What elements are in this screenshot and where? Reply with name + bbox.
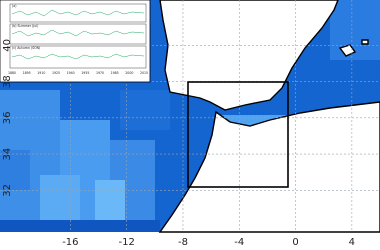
panel-label: (a) [12, 4, 16, 8]
y-tick-label: 40 [2, 39, 13, 52]
inset-x-tick-label: 1970 [96, 71, 104, 75]
inset: (a) (b) Summer (Jul) (c) Autumn (SON) 18… [0, 0, 151, 83]
y-tick-label: 38 [2, 75, 13, 88]
inset-x-tick-label: 2000 [125, 71, 133, 75]
y-tick-label: 32 [2, 184, 13, 197]
inset-x-tick-label: 2015 [140, 71, 148, 75]
inset-x-tick-label: 1910 [37, 71, 45, 75]
x-tick-label: 0 [292, 237, 298, 248]
inset-x-tick-label: 1985 [111, 71, 119, 75]
inset-x-tick-label: 1940 [67, 71, 75, 75]
x-tick-label: -4 [234, 237, 244, 248]
study-area-box [187, 81, 289, 188]
panel-label: (c) Autumn (SON) [12, 46, 40, 50]
x-tick-label: -8 [178, 237, 188, 248]
x-tick-label: -12 [118, 237, 134, 248]
x-tick-label: -16 [62, 237, 78, 248]
y-tick-label: 34 [2, 148, 13, 161]
inset-x-tick-label: 1880 [8, 71, 16, 75]
inset-x-tick-label: 1925 [52, 71, 60, 75]
inset-x-tick-label: 1955 [81, 71, 89, 75]
panel-label: (b) Summer (Jul) [12, 24, 38, 28]
inset-x-tick-label: 1895 [23, 71, 31, 75]
y-tick-label: 36 [2, 111, 13, 124]
x-tick-label: 4 [349, 237, 355, 248]
